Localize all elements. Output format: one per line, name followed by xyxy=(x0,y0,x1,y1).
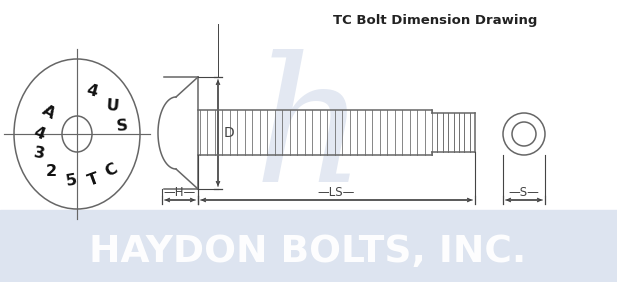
Text: —LS—: —LS— xyxy=(318,186,355,199)
Text: —S—: —S— xyxy=(508,186,539,199)
Text: C: C xyxy=(102,161,120,179)
Text: S: S xyxy=(115,118,128,134)
Bar xyxy=(0,210,617,282)
Text: U: U xyxy=(105,98,119,114)
Text: TC Bolt Dimension Drawing: TC Bolt Dimension Drawing xyxy=(333,14,537,27)
Text: A: A xyxy=(40,102,58,122)
Text: T: T xyxy=(86,171,102,189)
Text: 2: 2 xyxy=(46,164,57,180)
Text: 3: 3 xyxy=(32,146,46,162)
Text: h: h xyxy=(254,50,366,219)
Text: D: D xyxy=(224,126,234,140)
Text: 4: 4 xyxy=(85,82,99,100)
Text: HAYDON BOLTS, INC.: HAYDON BOLTS, INC. xyxy=(89,234,527,270)
Text: 4: 4 xyxy=(31,125,47,143)
Text: 5: 5 xyxy=(65,173,79,189)
Text: —H—: —H— xyxy=(164,186,196,199)
